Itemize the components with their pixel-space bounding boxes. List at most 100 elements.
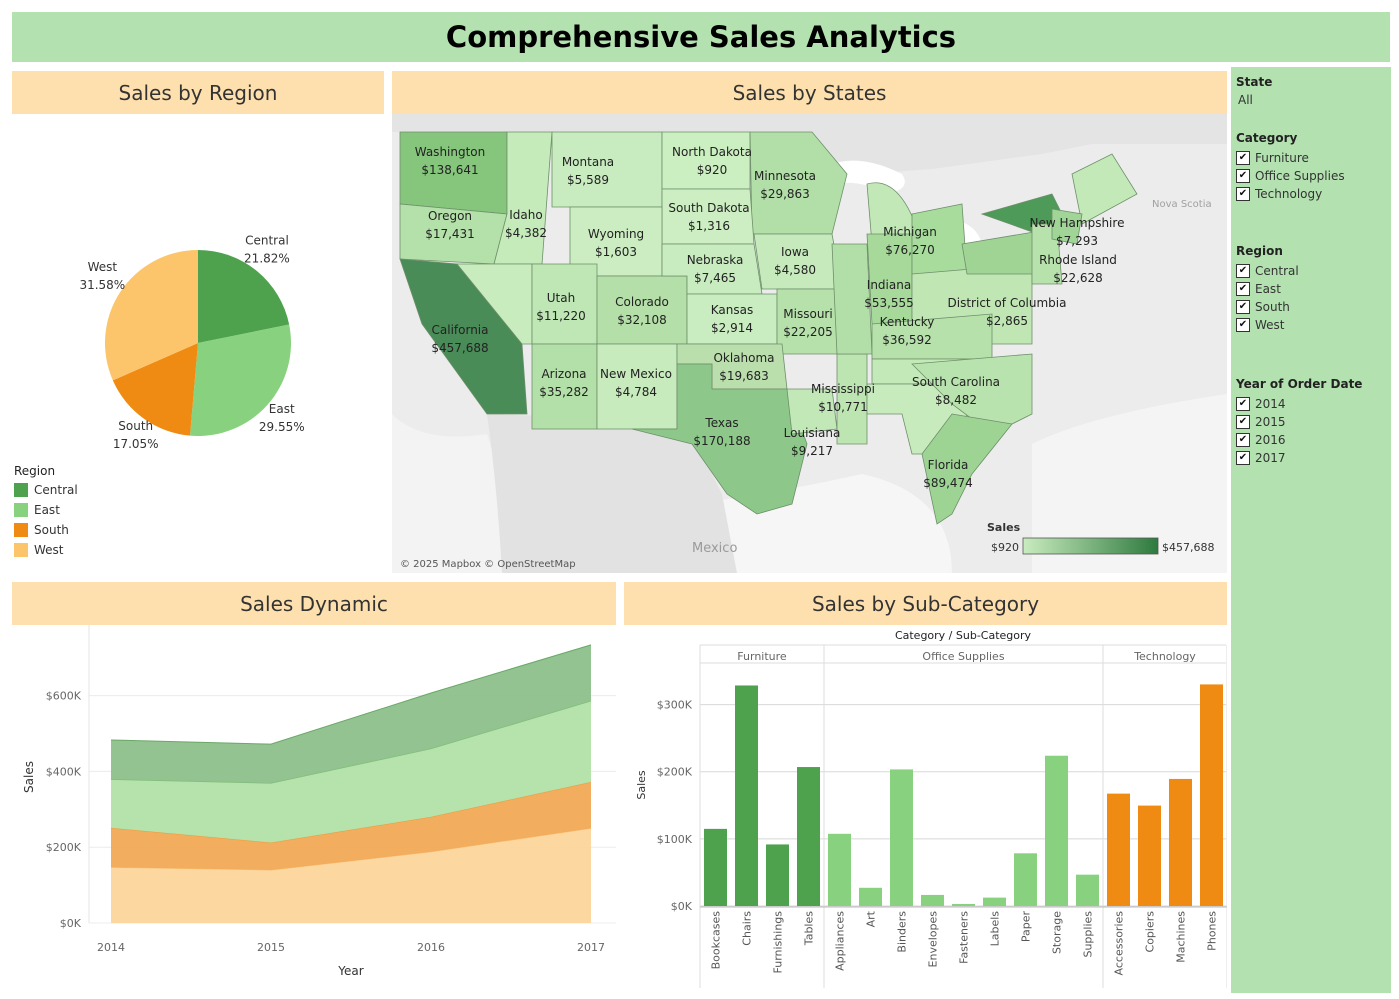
state-value-arizona: $35,282 — [539, 385, 589, 399]
area-line-central — [110, 644, 592, 745]
bar-xtick-chairs: Chairs — [741, 911, 754, 946]
state-value-rhode-island: $22,628 — [1053, 271, 1103, 285]
region-filter-title: Region — [1236, 244, 1283, 258]
check-icon[interactable]: ✔ — [1236, 264, 1250, 278]
region-legend-item-central[interactable]: Central — [14, 480, 78, 500]
pie-slice-west[interactable] — [104, 250, 198, 381]
map-legend-max: $457,688 — [1162, 541, 1215, 554]
atlantic-ocean — [1032, 394, 1227, 573]
state-label-missouri: Missouri — [783, 307, 832, 321]
category-option-office-supplies[interactable]: ✔ Office Supplies — [1236, 167, 1345, 185]
state-value-district-of-columbia: $2,865 — [986, 314, 1028, 328]
bar-accessories[interactable] — [1107, 793, 1130, 906]
check-icon[interactable]: ✔ — [1236, 151, 1250, 165]
state-label-oregon: Oregon — [428, 209, 472, 223]
bar-chairs[interactable] — [735, 685, 758, 906]
bar-phones[interactable] — [1200, 684, 1223, 906]
state-value-oregon: $17,431 — [425, 227, 475, 241]
states-map[interactable]: Mexico Nova Scotia Sales $920 $457,688 ©… — [392, 114, 1227, 573]
region-legend-item-east[interactable]: East — [14, 500, 78, 520]
bar-appliances[interactable] — [828, 833, 851, 906]
category-option-label: Technology — [1255, 187, 1323, 201]
check-icon[interactable]: ✔ — [1236, 187, 1250, 201]
states-panel-title: Sales by States — [392, 71, 1227, 114]
area-series-east[interactable] — [111, 700, 591, 843]
bar-xtick-labels: Labels — [989, 911, 1002, 947]
bar-storage[interactable] — [1045, 755, 1068, 906]
area-series-south[interactable] — [111, 782, 591, 870]
bar-ytick: $300K — [657, 699, 693, 712]
legend-label: East — [34, 503, 60, 517]
bar-binders[interactable] — [890, 769, 913, 906]
bar-xtick-paper: Paper — [1020, 911, 1033, 943]
region-filter: Region ✔ Central ✔ East ✔ South ✔ West — [1236, 244, 1299, 334]
legend-label: South — [34, 523, 69, 537]
year-option-2014[interactable]: ✔ 2014 — [1236, 395, 1362, 413]
bar-machines[interactable] — [1169, 778, 1192, 906]
map-attribution: © 2025 Mapbox © OpenStreetMap — [400, 559, 576, 570]
state-label-oklahoma: Oklahoma — [713, 351, 774, 365]
check-icon[interactable]: ✔ — [1236, 451, 1250, 465]
pie-label-percent: 21.82% — [244, 251, 290, 265]
bar-labels[interactable] — [983, 897, 1006, 906]
state-label-florida: Florida — [928, 458, 969, 472]
bar-chart-title: Category / Sub-Category — [895, 629, 1032, 642]
check-icon[interactable]: ✔ — [1236, 282, 1250, 296]
bar-bookcases[interactable] — [704, 828, 727, 906]
year-option-2016[interactable]: ✔ 2016 — [1236, 431, 1362, 449]
pie-slice-south[interactable] — [112, 343, 198, 436]
bar-fasteners[interactable] — [952, 903, 975, 906]
check-icon[interactable]: ✔ — [1236, 433, 1250, 447]
state-value-iowa: $4,580 — [774, 263, 816, 277]
state-filter-value[interactable]: All — [1238, 93, 1253, 107]
region-legend-item-west[interactable]: West — [14, 540, 78, 560]
check-icon[interactable]: ✔ — [1236, 415, 1250, 429]
year-option-label: 2014 — [1255, 397, 1286, 411]
check-icon[interactable]: ✔ — [1236, 318, 1250, 332]
area-xtick: 2017 — [577, 941, 605, 954]
category-option-furniture[interactable]: ✔ Furniture — [1236, 149, 1345, 167]
bar-tables[interactable] — [797, 767, 820, 906]
bar-art[interactable] — [859, 887, 882, 906]
state-label-south-dakota: South Dakota — [668, 201, 749, 215]
check-icon[interactable]: ✔ — [1236, 169, 1250, 183]
pie-slice-east[interactable] — [190, 324, 291, 437]
pie-label-percent: 31.58% — [79, 278, 125, 292]
state-filter[interactable]: State All — [1236, 75, 1272, 107]
bar-xtick-bookcases: Bookcases — [710, 911, 723, 970]
region-option-east[interactable]: ✔ East — [1236, 280, 1299, 298]
region-option-central[interactable]: ✔ Central — [1236, 262, 1299, 280]
state-value-colorado: $32,108 — [617, 313, 667, 327]
legend-swatch — [14, 543, 28, 557]
area-series-central[interactable] — [111, 644, 591, 784]
region-legend-item-south[interactable]: South — [14, 520, 78, 540]
bar-xtick-furnishings: Furnishings — [772, 911, 785, 974]
area-series-west[interactable] — [111, 828, 591, 923]
state-value-montana: $5,589 — [567, 173, 609, 187]
bar-supplies[interactable] — [1076, 874, 1099, 906]
pie-label-percent: 17.05% — [113, 437, 159, 451]
category-option-technology[interactable]: ✔ Technology — [1236, 185, 1345, 203]
region-option-west[interactable]: ✔ West — [1236, 316, 1299, 334]
bar-ylabel: Sales — [635, 770, 648, 800]
year-option-2015[interactable]: ✔ 2015 — [1236, 413, 1362, 431]
legend-label: West — [34, 543, 64, 557]
sales-dynamic-area-chart: $0K $200K $400K $600K 2014 2015 2016 2017 Year Sa… — [22, 625, 616, 978]
bar-copiers[interactable] — [1138, 805, 1161, 906]
region-legend: Region Central East South West — [14, 464, 78, 560]
bar-xtick-binders: Binders — [896, 911, 909, 953]
region-option-south[interactable]: ✔ South — [1236, 298, 1299, 316]
bar-furnishings[interactable] — [766, 844, 789, 906]
state-label-indiana: Indiana — [867, 278, 911, 292]
area-ytick: $200K — [46, 841, 82, 854]
state-label-mississippi: Mississippi — [811, 382, 875, 396]
check-icon[interactable]: ✔ — [1236, 300, 1250, 314]
pie-slice-central[interactable] — [198, 250, 290, 343]
year-filter-title: Year of Order Date — [1236, 377, 1363, 391]
year-option-2017[interactable]: ✔ 2017 — [1236, 449, 1362, 467]
bar-envelopes[interactable] — [921, 894, 944, 906]
bar-paper[interactable] — [1014, 853, 1037, 906]
check-icon[interactable]: ✔ — [1236, 397, 1250, 411]
area-xtick: 2016 — [417, 941, 445, 954]
map-legend-title: Sales — [987, 521, 1021, 534]
